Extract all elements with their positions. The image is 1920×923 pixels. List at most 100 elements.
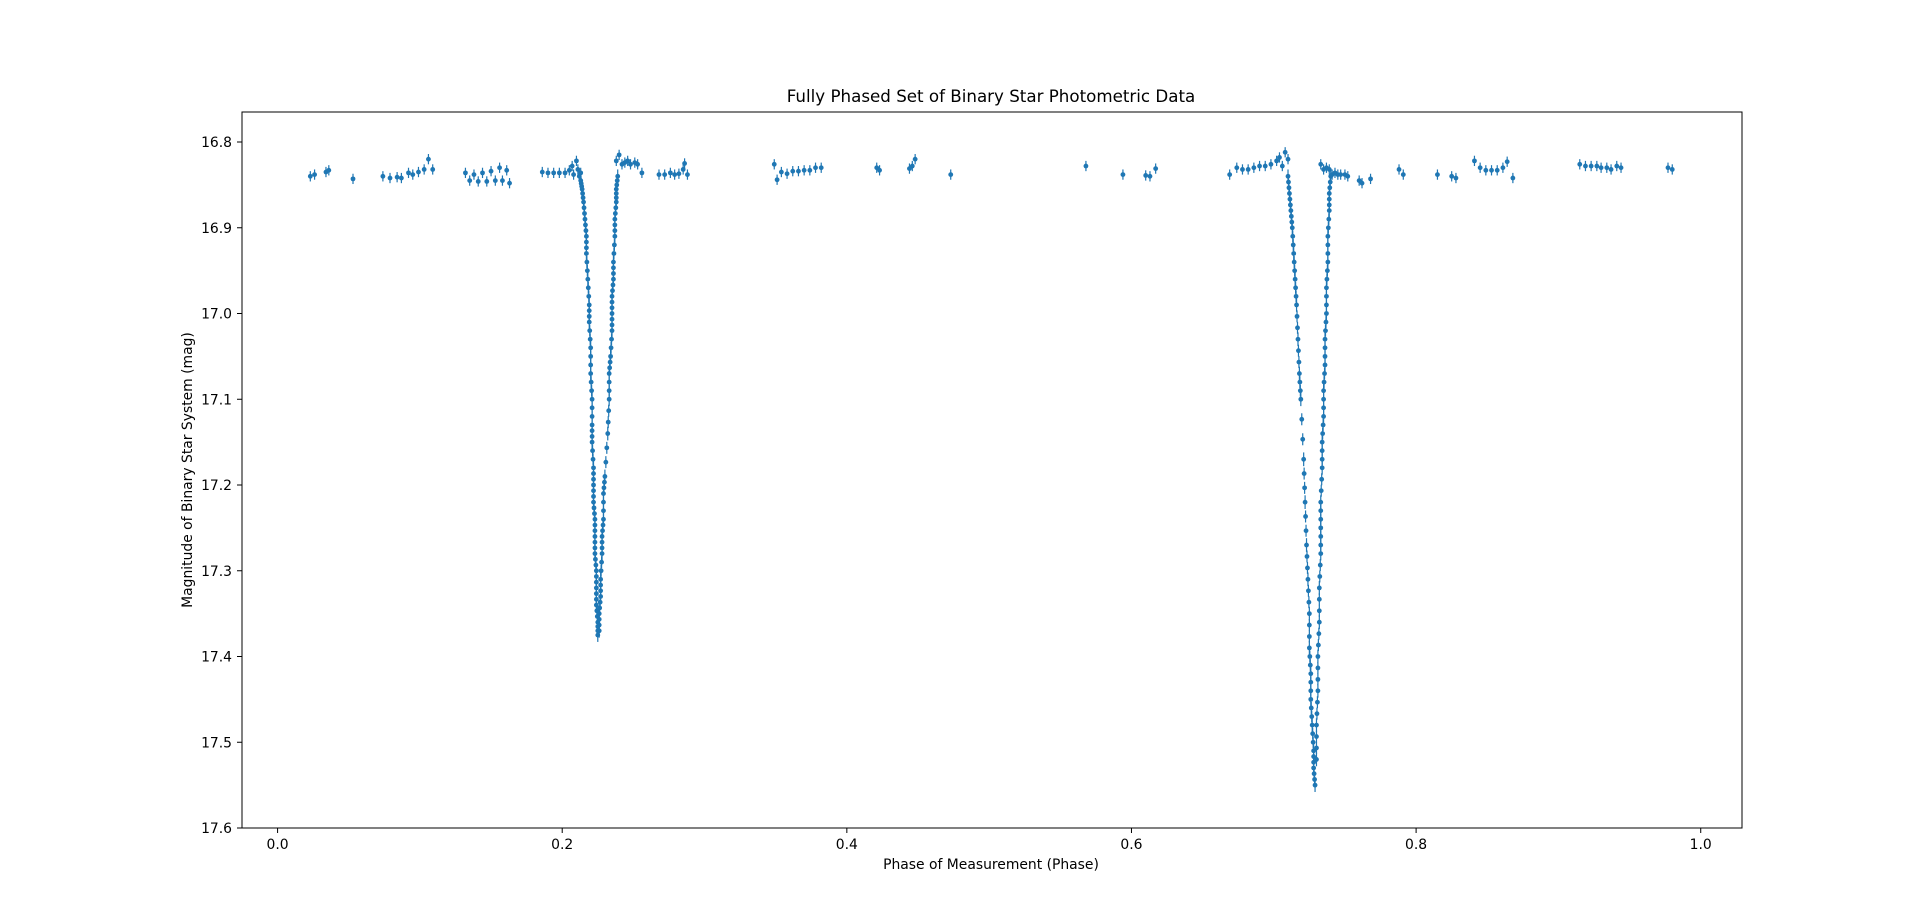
data-point-marker — [580, 195, 586, 201]
secondary-eclipse-point — [1296, 344, 1301, 357]
data-point-marker — [1316, 631, 1322, 637]
baseline-point — [1604, 162, 1610, 173]
x-tick-label: 0.4 — [836, 837, 858, 853]
data-point-marker — [307, 173, 313, 179]
data-point-marker — [475, 179, 481, 184]
data-point-marker — [1234, 165, 1240, 171]
data-point-marker — [590, 448, 595, 454]
secondary-eclipse-point — [1319, 444, 1325, 457]
data-point-marker — [1083, 163, 1089, 169]
data-point-marker — [662, 172, 668, 177]
secondary-eclipse-point — [1325, 238, 1331, 251]
secondary-eclipse-point — [1308, 684, 1314, 697]
primary-eclipse-point — [597, 596, 603, 609]
baseline-point — [685, 169, 690, 180]
baseline-point — [1274, 155, 1280, 167]
baseline-point — [1608, 164, 1614, 175]
data-point-marker — [771, 161, 777, 167]
baseline-point — [656, 169, 662, 180]
y-tick-label: 17.6 — [201, 821, 232, 837]
baseline-point — [1598, 162, 1604, 173]
data-point-marker — [591, 494, 596, 499]
baseline-point — [1614, 160, 1620, 172]
primary-eclipse-point — [588, 358, 594, 371]
data-point-marker — [1318, 488, 1324, 494]
primary-eclipse-point — [603, 456, 609, 469]
data-point-marker — [406, 170, 411, 176]
baseline-point — [575, 164, 581, 175]
baseline-point — [430, 164, 436, 175]
baseline-point — [628, 159, 633, 170]
data-point-marker — [1307, 654, 1313, 659]
data-point-marker — [613, 158, 619, 164]
data-point-marker — [1291, 259, 1297, 265]
primary-eclipse-point — [580, 191, 586, 204]
primary-eclipse-point — [591, 490, 596, 503]
data-point-marker — [778, 169, 784, 175]
data-point-marker — [606, 408, 612, 414]
baseline-point — [1120, 169, 1126, 180]
data-point-marker — [592, 528, 598, 534]
primary-eclipse-point — [601, 496, 606, 509]
data-point-marker — [1318, 551, 1324, 557]
baseline-point — [771, 159, 777, 170]
data-point-marker — [1325, 259, 1331, 265]
data-point-marker — [350, 176, 356, 182]
data-point-marker — [1318, 508, 1324, 514]
data-point-marker — [1308, 679, 1314, 685]
secondary-eclipse-point — [1316, 627, 1322, 640]
baseline-point — [1494, 165, 1500, 176]
primary-eclipse-point — [609, 313, 615, 326]
y-tick-label: 16.8 — [201, 135, 232, 151]
data-point-marker — [1287, 202, 1293, 208]
data-point-marker — [312, 172, 317, 177]
data-point-marker — [1318, 499, 1324, 505]
data-point-marker — [1477, 165, 1483, 171]
baseline-point — [912, 154, 918, 165]
data-point-marker — [1504, 159, 1510, 165]
secondary-eclipse-point — [1322, 341, 1328, 354]
baseline-point — [1147, 171, 1153, 182]
data-point-marker — [1449, 173, 1455, 179]
data-point-marker — [1120, 172, 1126, 177]
data-point-marker — [606, 388, 612, 394]
baseline-point — [1083, 160, 1089, 172]
data-point-marker — [590, 456, 596, 462]
data-point-marker — [1279, 163, 1285, 169]
secondary-eclipse-point — [1294, 310, 1300, 323]
data-point-marker — [1301, 456, 1307, 462]
secondary-eclipse-point — [1322, 367, 1327, 380]
baseline-point — [471, 169, 477, 180]
data-point-marker — [545, 170, 551, 176]
data-point-marker — [394, 174, 400, 180]
data-point-marker — [1303, 528, 1309, 534]
primary-eclipse-point — [606, 376, 612, 389]
data-point-marker — [1306, 599, 1312, 605]
primary-eclipse-point — [599, 536, 605, 549]
data-point-marker — [430, 167, 436, 172]
data-point-marker — [1296, 359, 1302, 365]
data-point-marker — [1301, 471, 1307, 476]
y-axis: 16.8 16.9 17.0 17.1 17.2 17.3 17.4 17.5 17.6 — [201, 135, 242, 837]
data-point-marker — [676, 171, 682, 177]
data-point-marker — [500, 178, 505, 183]
data-point-marker — [1308, 671, 1314, 677]
baseline-point — [1594, 160, 1600, 172]
data-point-marker — [426, 156, 431, 162]
data-point-marker — [488, 168, 494, 174]
baseline-point — [1318, 159, 1324, 170]
data-point-marker — [1257, 163, 1262, 169]
secondary-eclipse-point — [1309, 710, 1315, 723]
y-tick-label: 16.9 — [201, 221, 232, 237]
data-point-marker — [609, 316, 615, 322]
data-point-marker — [1327, 179, 1333, 185]
primary-eclipse-point — [600, 519, 606, 532]
data-point-marker — [1316, 585, 1322, 591]
data-point-marker — [616, 152, 622, 158]
data-point-marker — [601, 508, 606, 514]
secondary-eclipse-point — [1287, 198, 1293, 211]
secondary-eclipse-point — [1319, 473, 1325, 486]
data-point-marker — [1315, 699, 1320, 705]
baseline-point — [1268, 159, 1274, 170]
data-point-marker — [1324, 276, 1330, 282]
